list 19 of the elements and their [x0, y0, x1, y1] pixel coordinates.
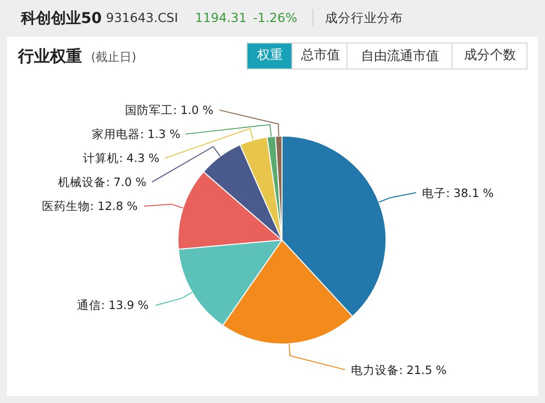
chart-subtitle: (截止日) [91, 50, 136, 64]
slice-label: 家用电器: 1.3 % [92, 127, 180, 141]
text: 权重 [256, 48, 283, 63]
text: 科创创业50 [20, 9, 102, 27]
slice-label: 通信: 13.9 % [77, 298, 149, 312]
slice-label: 机械设备: 7.0 % [58, 175, 146, 189]
text: 1194.31 [195, 10, 247, 25]
chart-title: 行业权重 [17, 46, 82, 66]
slice-label: 电力设备: 21.5 % [351, 363, 447, 377]
text: 自由流通市值 [361, 48, 439, 64]
text: -1.26% [253, 10, 298, 25]
text: 931643.CSI [106, 10, 178, 25]
slice-label: 计算机: 4.3 % [83, 151, 160, 165]
text: 成分个数 [464, 48, 516, 63]
slice-label: 电子: 38.1 % [422, 186, 494, 200]
text: 成分行业分布 [325, 10, 403, 25]
slice-label: 医药生物: 12.8 % [42, 199, 138, 213]
text: 总市值 [300, 48, 340, 63]
slice-label: 国防军工: 1.0 % [125, 103, 214, 117]
